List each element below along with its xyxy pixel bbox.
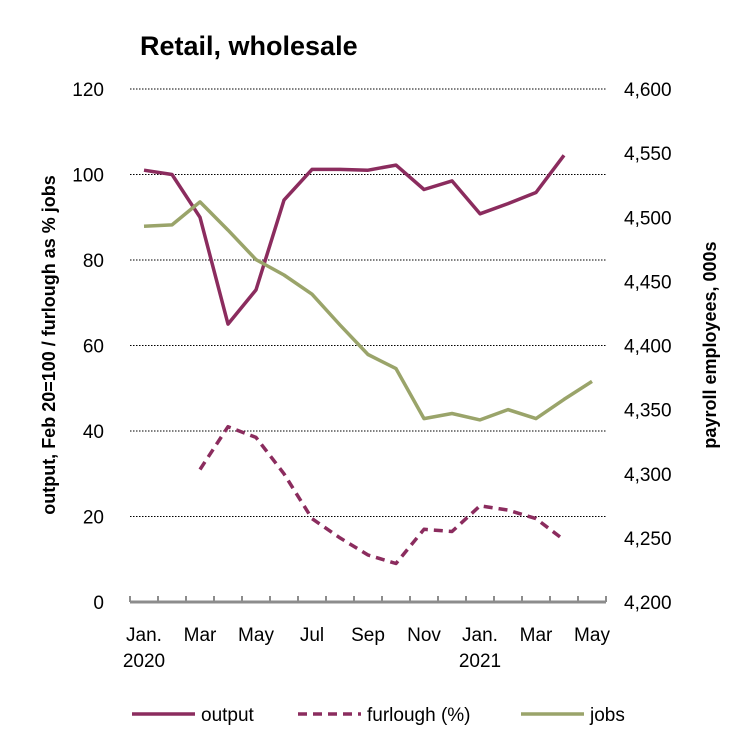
y2-tick-label: 4,450 bbox=[624, 272, 672, 293]
x-tick-label: Mar bbox=[520, 625, 553, 646]
right-axis-ticks: 4,200 4,250 4,300 4,350 4,400 4,450 4,500 4,550… bbox=[624, 80, 672, 614]
y2-tick-label: 4,400 bbox=[624, 337, 672, 358]
series-line-jobs bbox=[143, 200, 593, 422]
legend-label: furlough (%) bbox=[367, 705, 471, 726]
y2-tick-label: 4,550 bbox=[624, 144, 672, 165]
series-line-output bbox=[143, 154, 566, 326]
x-tick-year: 2020 bbox=[123, 651, 165, 672]
y2-tick-label: 4,200 bbox=[624, 593, 672, 614]
y-tick-label: 120 bbox=[72, 80, 104, 101]
x-tick-label: May bbox=[238, 625, 274, 646]
legend-label: output bbox=[201, 705, 255, 726]
y2-tick-label: 4,500 bbox=[624, 208, 672, 229]
x-tick-label: Jan. bbox=[126, 625, 162, 646]
y2-tick-label: 4,250 bbox=[624, 529, 672, 550]
y2-tick-label: 4,350 bbox=[624, 401, 672, 422]
x-tick-year: 2021 bbox=[459, 651, 501, 672]
x-tick-label: Jan. bbox=[462, 625, 498, 646]
gridlines bbox=[130, 88, 606, 517]
x-tick-label: Nov bbox=[407, 625, 441, 646]
x-tick-label: May bbox=[574, 625, 610, 646]
chart-title: Retail, wholesale bbox=[140, 31, 358, 61]
right-axis-title: payroll employees, 000s bbox=[700, 241, 720, 448]
y-tick-label: 20 bbox=[83, 508, 104, 529]
x-tick-label: Mar bbox=[184, 625, 217, 646]
y-tick-label: 80 bbox=[83, 251, 104, 272]
x-axis: Jan. 2020 Mar May Jul Sep Nov Jan. 2021 Mar May bbox=[123, 596, 610, 672]
series-lines bbox=[143, 154, 593, 566]
x-tick-label: Jul bbox=[300, 625, 324, 646]
series-line-furlough bbox=[198, 424, 566, 566]
y2-tick-label: 4,300 bbox=[624, 465, 672, 486]
legend-label: jobs bbox=[589, 705, 625, 726]
left-axis-title: output, Feb 20=100 / furlough as % jobs bbox=[39, 175, 59, 515]
y-tick-label: 40 bbox=[83, 422, 104, 443]
left-axis-ticks: 0 20 40 60 80 100 120 bbox=[72, 80, 104, 614]
y-tick-label: 60 bbox=[83, 337, 104, 358]
legend: output furlough (%) jobs bbox=[132, 705, 625, 726]
y-tick-label: 0 bbox=[93, 593, 104, 614]
x-tick-label: Sep bbox=[351, 625, 385, 646]
y-tick-label: 100 bbox=[72, 166, 104, 187]
y2-tick-label: 4,600 bbox=[624, 80, 672, 101]
